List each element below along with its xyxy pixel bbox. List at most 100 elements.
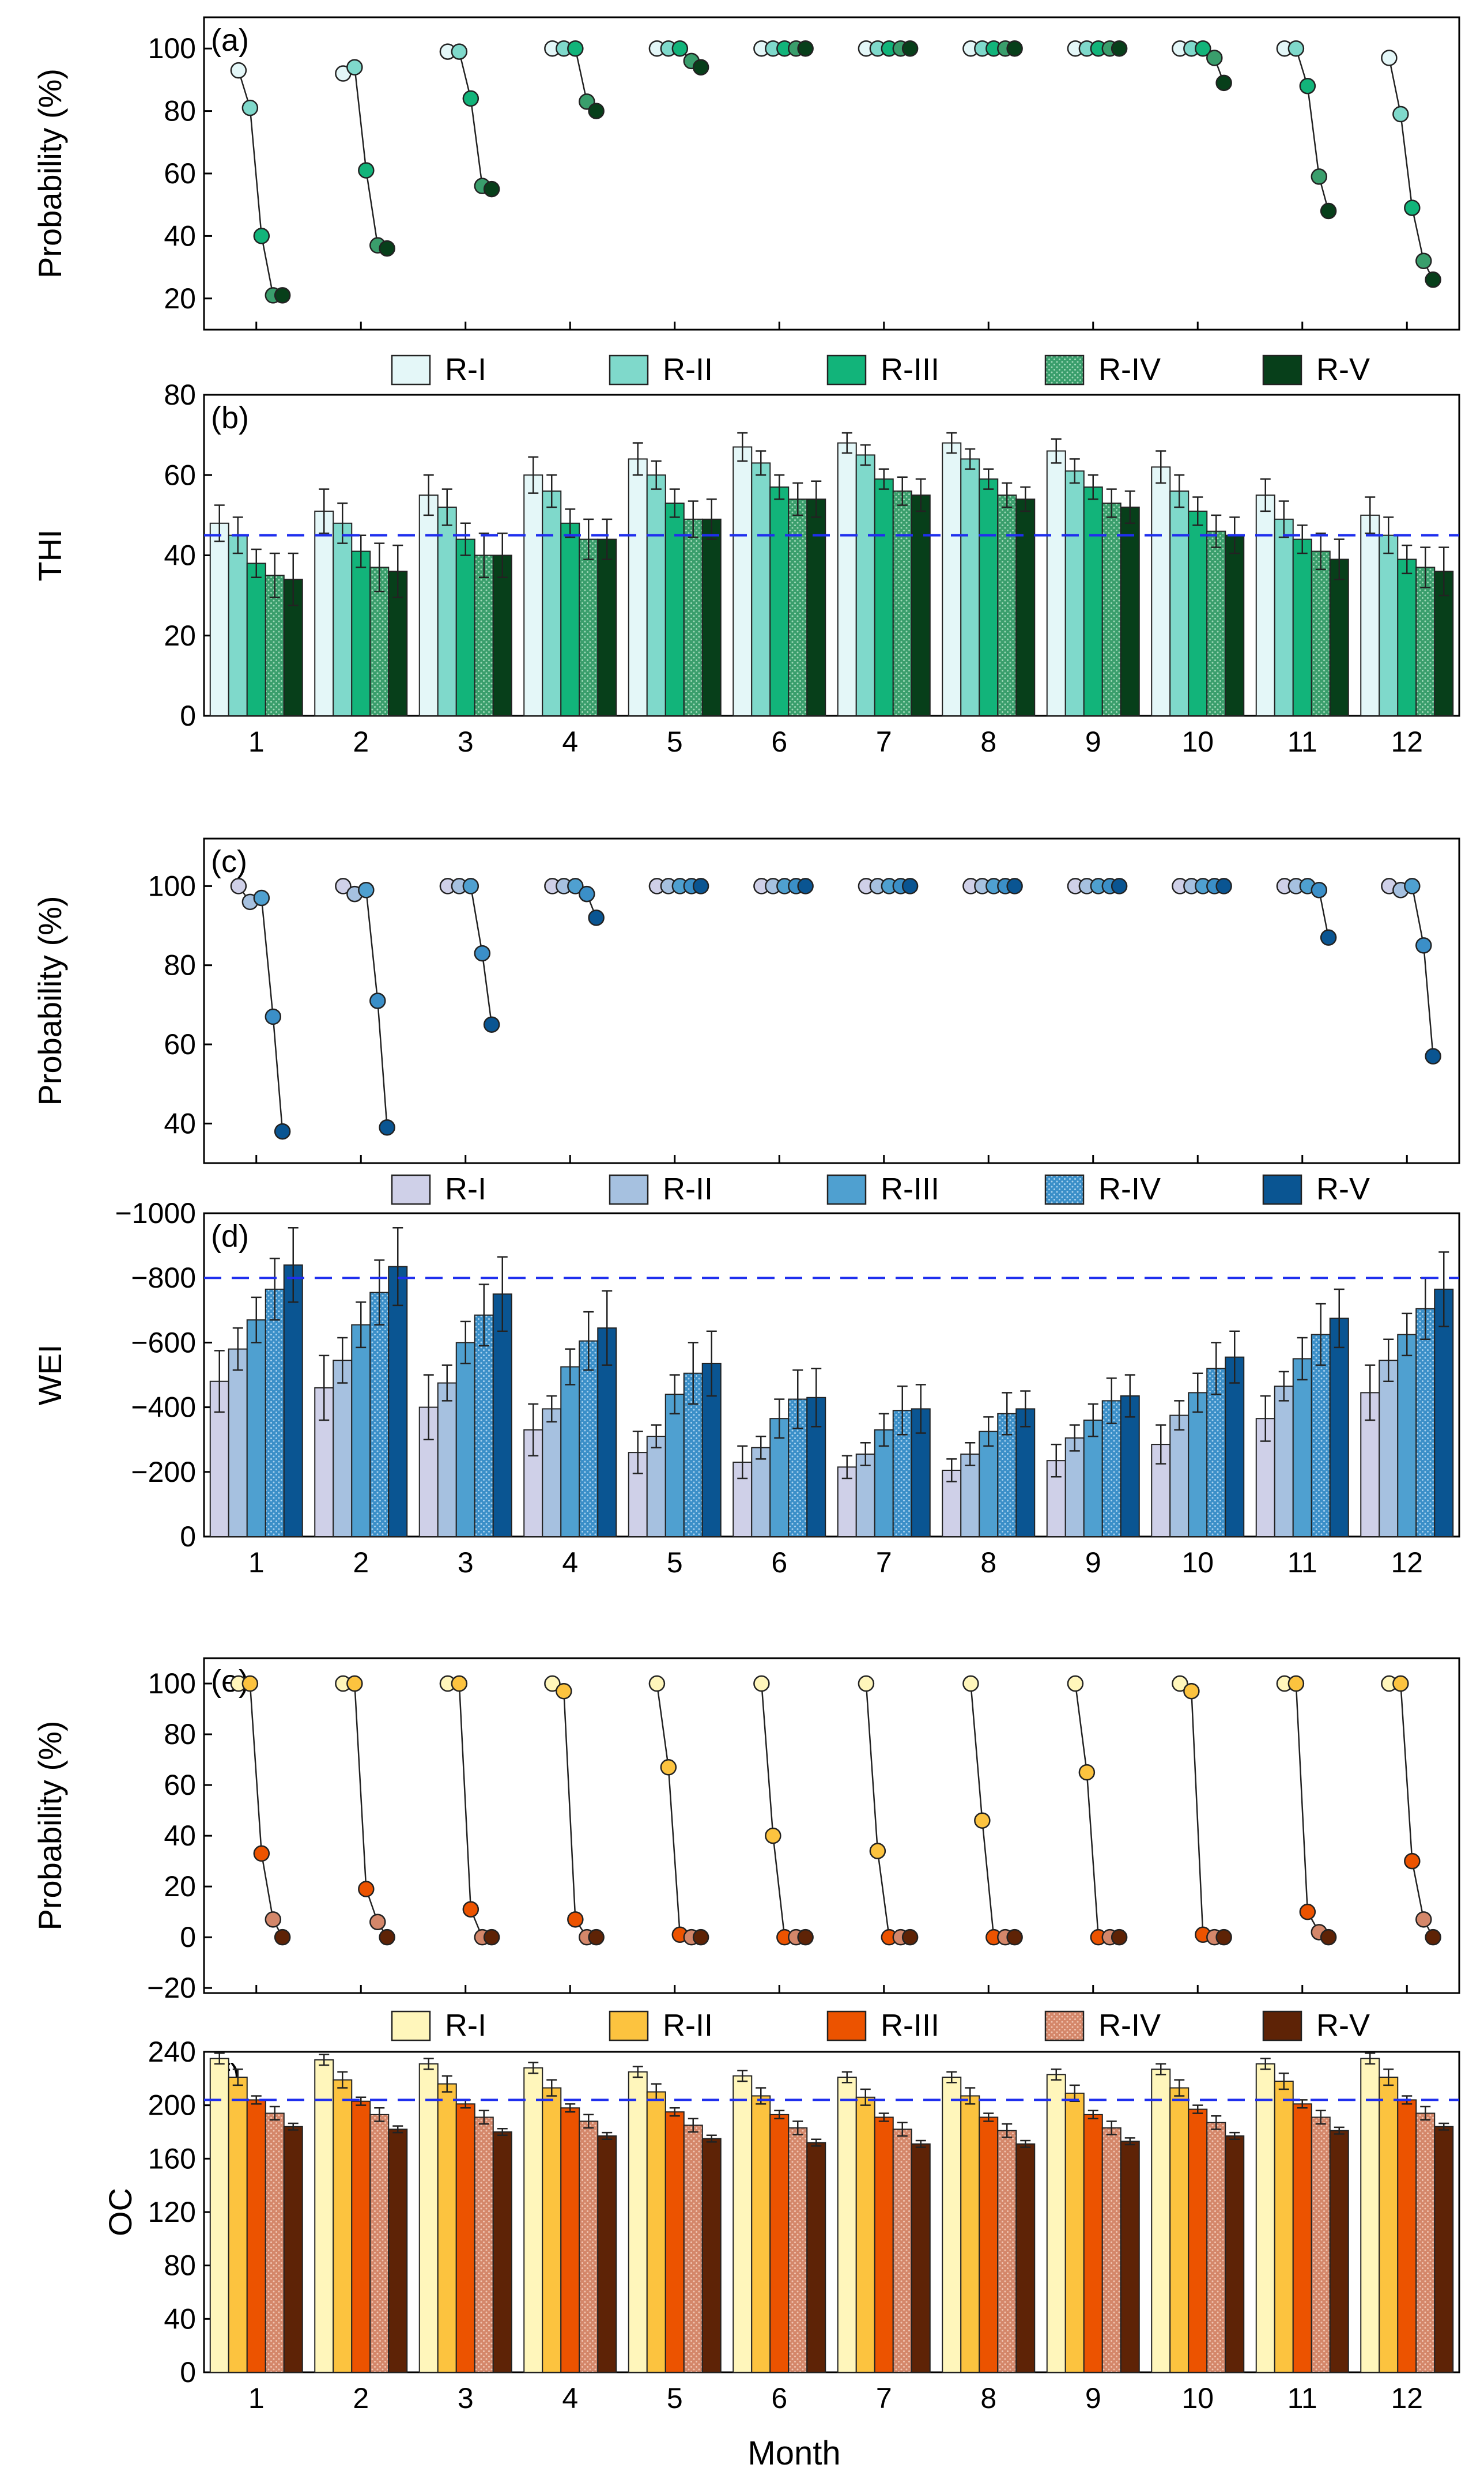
- data-point: [1404, 1852, 1421, 1870]
- data-point: [1172, 1675, 1188, 1692]
- legend-label: R-II: [663, 2008, 713, 2043]
- connector-line: [1388, 58, 1434, 280]
- connector-line: [237, 885, 284, 1132]
- bar: [579, 2120, 599, 2373]
- x-tick-label: 2: [353, 2382, 369, 2414]
- bar: [351, 550, 371, 716]
- bar: [664, 502, 685, 716]
- bar: [579, 538, 599, 717]
- data-point: [253, 1845, 270, 1862]
- legend-label: R-IV: [1098, 352, 1161, 387]
- y-axis-label: THI: [32, 529, 68, 581]
- bar: [1151, 2069, 1171, 2373]
- panel-label: (b): [211, 401, 249, 435]
- x-tick-label: 1: [248, 726, 265, 758]
- data-point: [579, 885, 595, 903]
- legend-label: R-III: [881, 1172, 939, 1206]
- bar: [751, 462, 771, 716]
- x-tick-label: 4: [562, 1546, 578, 1579]
- x-tick-label: 12: [1391, 1546, 1423, 1579]
- data-point: [379, 240, 395, 257]
- data-point: [379, 1119, 395, 1136]
- legend-label: R-I: [445, 1172, 486, 1206]
- y-tick-label: 0: [180, 1921, 196, 1953]
- connector-line: [1389, 1682, 1434, 1938]
- y-tick-label: 160: [148, 2142, 196, 2175]
- data-point: [483, 1016, 500, 1033]
- y-tick-label: 80: [164, 949, 196, 982]
- data-point: [588, 1928, 605, 1946]
- legend-label: R-I: [445, 2008, 486, 2043]
- bar: [855, 1453, 875, 1538]
- bar: [474, 1314, 494, 1538]
- bar: [911, 495, 931, 716]
- y-tick-label: 40: [164, 1107, 196, 1139]
- bar: [1274, 1386, 1294, 1537]
- bar: [333, 2079, 353, 2373]
- bar: [751, 2095, 771, 2373]
- data-point: [369, 1914, 386, 1931]
- bar: [314, 1387, 334, 1537]
- bar: [492, 2131, 512, 2373]
- bar: [437, 2083, 457, 2373]
- bar: [283, 2126, 303, 2373]
- bar: [597, 538, 617, 717]
- data-point: [1111, 1928, 1128, 1946]
- data-point: [1215, 1928, 1232, 1946]
- panel-label: (d): [211, 1219, 249, 1254]
- bar: [979, 1431, 999, 1538]
- panel-c: 40 60 80 100 Probability (%) (c): [32, 837, 1460, 1164]
- legend-oc: R-I R-II R-III R-IV R-V: [391, 2008, 1370, 2043]
- x-tick-label: 8: [980, 2382, 996, 2414]
- bar: [837, 442, 857, 716]
- data-point: [483, 1928, 500, 1946]
- x-tick-label: 9: [1085, 2382, 1101, 2414]
- y-tick-label: 40: [164, 2303, 196, 2335]
- y-tick-label: −600: [131, 1326, 196, 1358]
- legend-thi: R-I R-II R-III R-IV R-V: [391, 352, 1370, 387]
- data-point: [1111, 878, 1128, 895]
- bar: [351, 2100, 371, 2373]
- bar: [1188, 2108, 1208, 2373]
- bar: [1397, 1334, 1417, 1537]
- data-point: [1320, 202, 1337, 220]
- data-point: [962, 1675, 979, 1692]
- y-tick-label: 100: [148, 870, 196, 902]
- bar: [769, 486, 790, 716]
- legend-swatch: [391, 2010, 431, 2041]
- bar: [1015, 1408, 1036, 1538]
- legend-swatch: [1262, 1174, 1302, 1205]
- y-tick-label: 60: [164, 459, 196, 491]
- connector-line: [343, 1682, 388, 1938]
- data-point: [1320, 929, 1337, 946]
- bar: [646, 2091, 666, 2373]
- x-tick-label: 4: [562, 726, 578, 758]
- data-point: [1195, 40, 1211, 57]
- bar: [1292, 538, 1312, 717]
- bar: [492, 1293, 512, 1537]
- data-point: [1415, 252, 1432, 270]
- legend-swatch: [391, 354, 431, 386]
- connector-line: [970, 1683, 1015, 1938]
- x-tick-label: 11: [1287, 726, 1317, 758]
- x-tick-label: 10: [1181, 2382, 1214, 2414]
- bar: [1292, 2103, 1312, 2373]
- bar: [492, 554, 512, 716]
- bar: [1329, 558, 1349, 717]
- connector-line: [1179, 1682, 1224, 1938]
- y-tick-label: 20: [164, 1870, 196, 1903]
- bar: [1083, 486, 1103, 716]
- legend-label: R-III: [881, 2008, 939, 2043]
- x-tick-label: 12: [1391, 726, 1423, 758]
- x-tick-label: 8: [980, 726, 996, 758]
- bar: [333, 522, 353, 716]
- data-point: [588, 909, 605, 926]
- data-point: [1299, 77, 1316, 95]
- bar: [1064, 470, 1085, 716]
- bar: [437, 1382, 457, 1537]
- legend-swatch: [1262, 354, 1302, 386]
- data-point: [797, 1928, 814, 1946]
- connector-line: [238, 1682, 284, 1938]
- bar: [1311, 550, 1331, 716]
